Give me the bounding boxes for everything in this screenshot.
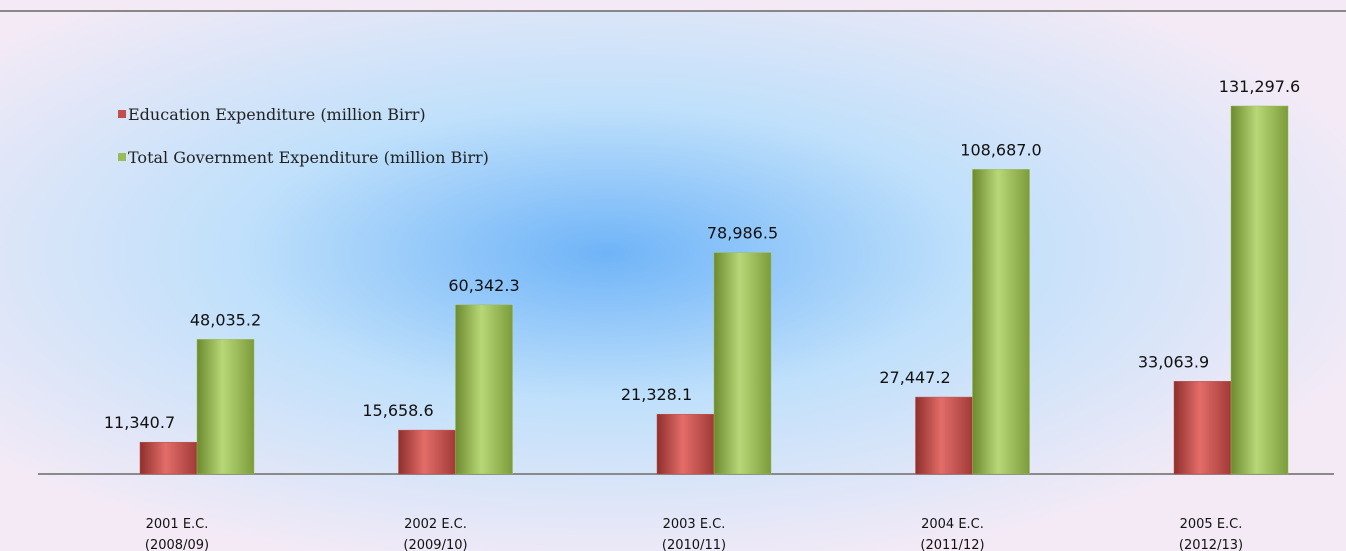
data-label: 60,342.3 [448, 276, 519, 295]
bar [972, 169, 1030, 475]
legend-swatch [118, 153, 126, 161]
bar [713, 252, 772, 475]
data-label: 15,658.6 [362, 401, 433, 420]
x-tick-label: (2011/12) [920, 538, 984, 551]
bar [139, 441, 198, 475]
data-label: 21,328.1 [621, 385, 692, 404]
data-label: 131,297.6 [1219, 77, 1300, 96]
bar [656, 413, 715, 475]
data-label: 108,687.0 [960, 140, 1041, 159]
x-tick-label: 2004 E.C. [921, 517, 984, 532]
x-tick-label: 2005 E.C. [1180, 517, 1243, 532]
x-tick-label: (2008/09) [145, 538, 209, 551]
data-label: 27,447.2 [879, 368, 950, 387]
x-tick-label: 2003 E.C. [663, 517, 726, 532]
bar [915, 396, 973, 475]
x-tick-label: (2010/11) [662, 538, 726, 551]
x-tick-label: 2001 E.C. [146, 517, 209, 532]
bar [1173, 381, 1232, 475]
data-label: 48,035.2 [190, 310, 261, 329]
bar [455, 304, 513, 475]
legend-swatch [118, 110, 126, 118]
x-tick-label: (2009/10) [403, 538, 467, 551]
bar [1230, 105, 1289, 475]
x-tick-label: (2012/13) [1179, 538, 1243, 551]
x-tick-label: 2002 E.C. [404, 517, 467, 532]
legend-label: Education Expenditure (million Birr) [128, 105, 426, 124]
bar [196, 339, 255, 475]
bar [398, 429, 456, 475]
data-label: 78,986.5 [707, 224, 778, 243]
data-label: 11,340.7 [104, 413, 175, 432]
legend-label: Total Government Expenditure (million Bi… [128, 148, 489, 167]
data-label: 33,063.9 [1138, 352, 1209, 371]
